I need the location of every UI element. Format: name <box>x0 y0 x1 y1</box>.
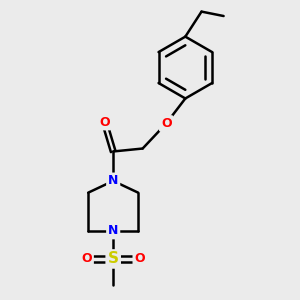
Text: O: O <box>99 116 110 128</box>
Text: O: O <box>161 117 172 130</box>
Text: O: O <box>134 252 145 266</box>
Text: S: S <box>108 251 119 266</box>
Text: N: N <box>108 174 119 188</box>
Text: O: O <box>81 252 92 266</box>
Text: N: N <box>108 224 119 238</box>
